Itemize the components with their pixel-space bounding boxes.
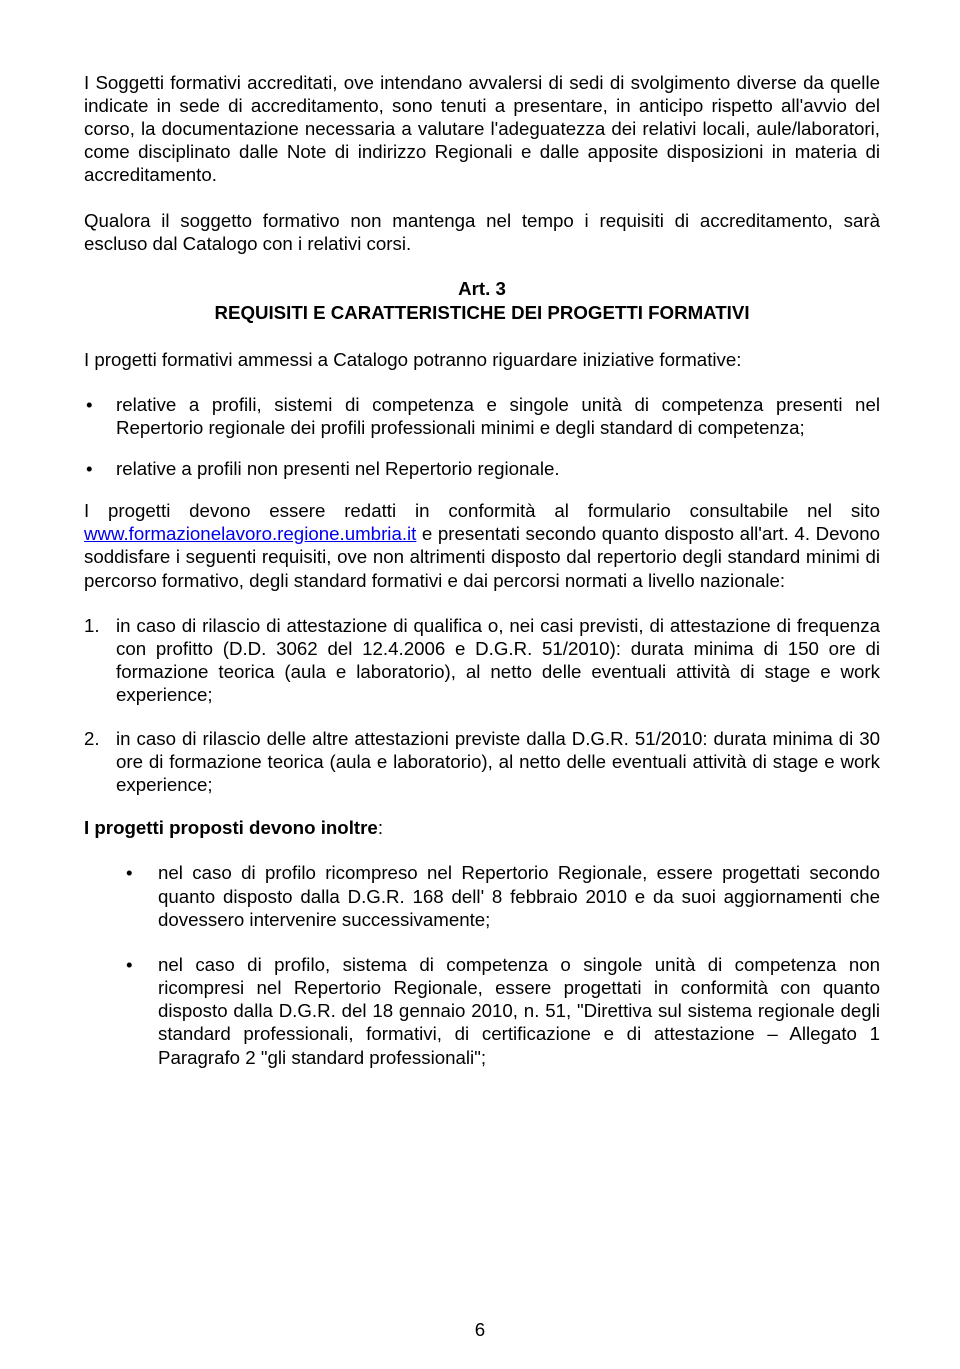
list-item: nel caso di profilo ricompreso nel Reper…: [84, 861, 880, 931]
paragraph-bold: I progetti proposti devono inoltre:: [84, 816, 880, 839]
indented-bullet-list: nel caso di profilo ricompreso nel Reper…: [84, 861, 880, 1069]
list-item: in caso di rilascio delle altre attestaz…: [84, 727, 880, 797]
paragraph-text: I progetti devono essere redatti in conf…: [84, 500, 880, 521]
article-title: REQUISITI E CARATTERISTICHE DEI PROGETTI…: [84, 301, 880, 325]
article-heading: Art. 3 REQUISITI E CARATTERISTICHE DEI P…: [84, 277, 880, 326]
paragraph: Qualora il soggetto formativo non manten…: [84, 209, 880, 255]
list-item: in caso di rilascio di attestazione di q…: [84, 614, 880, 707]
bold-text: I progetti proposti devono inoltre: [84, 817, 378, 838]
paragraph: I progetti formativi ammessi a Catalogo …: [84, 348, 880, 371]
formazione-link[interactable]: www.formazionelavoro.regione.umbria.it: [84, 523, 416, 544]
paragraph: I Soggetti formativi accreditati, ove in…: [84, 71, 880, 187]
page-number: 6: [0, 1319, 960, 1341]
paragraph-with-link: I progetti devono essere redatti in conf…: [84, 499, 880, 592]
list-item: nel caso di profilo, sistema di competen…: [84, 953, 880, 1069]
list-item: relative a profili, sistemi di competenz…: [84, 393, 880, 439]
article-number: Art. 3: [84, 277, 880, 301]
list-item: relative a profili non presenti nel Repe…: [84, 457, 880, 480]
bullet-list: relative a profili, sistemi di competenz…: [84, 393, 880, 481]
numbered-list: in caso di rilascio di attestazione di q…: [84, 614, 880, 796]
page: I Soggetti formativi accreditati, ove in…: [0, 0, 960, 1369]
colon: :: [378, 817, 383, 838]
